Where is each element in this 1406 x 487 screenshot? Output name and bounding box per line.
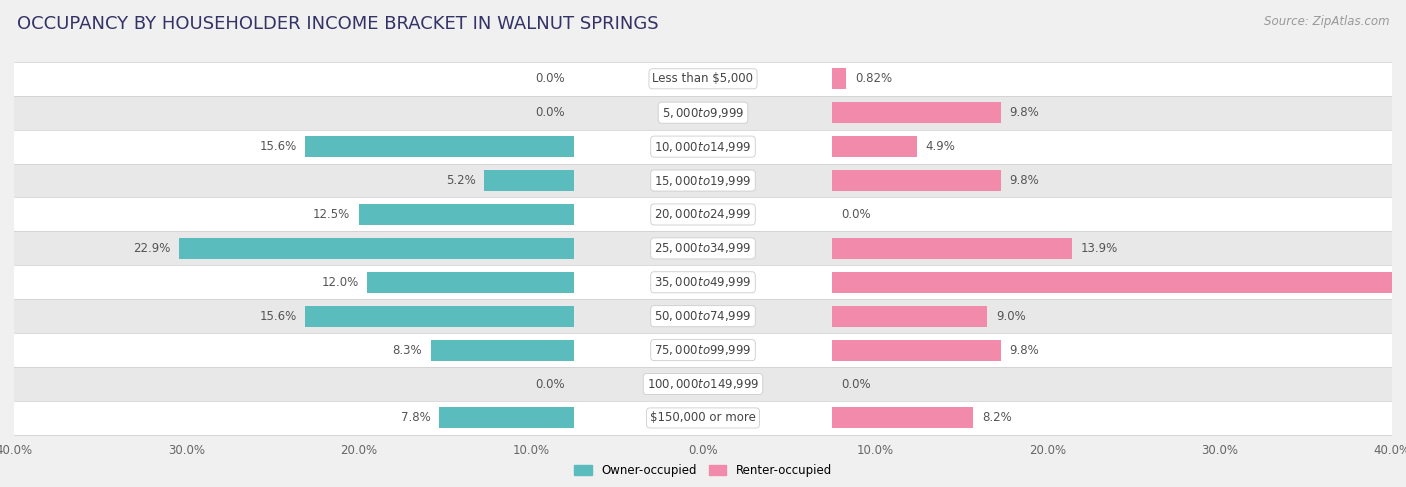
Bar [367, 272, 574, 293]
Bar [832, 339, 1001, 361]
Text: 12.5%: 12.5% [312, 208, 350, 221]
Bar [832, 170, 1001, 191]
Bar [832, 102, 1001, 123]
Bar [832, 408, 973, 429]
Bar [832, 238, 1071, 259]
Bar [832, 68, 846, 89]
Bar [14, 130, 1392, 164]
Bar [832, 136, 917, 157]
Bar [305, 306, 574, 327]
Text: 15.6%: 15.6% [259, 310, 297, 323]
Text: $50,000 to $74,999: $50,000 to $74,999 [654, 309, 752, 323]
Text: $15,000 to $19,999: $15,000 to $19,999 [654, 173, 752, 187]
Text: 5.2%: 5.2% [446, 174, 475, 187]
Bar [305, 136, 574, 157]
Bar [430, 339, 574, 361]
Text: 0.0%: 0.0% [841, 377, 870, 391]
Text: 22.9%: 22.9% [134, 242, 170, 255]
Bar [359, 204, 574, 225]
Text: 0.0%: 0.0% [536, 106, 565, 119]
Text: 15.6%: 15.6% [259, 140, 297, 153]
Bar [14, 333, 1392, 367]
Text: OCCUPANCY BY HOUSEHOLDER INCOME BRACKET IN WALNUT SPRINGS: OCCUPANCY BY HOUSEHOLDER INCOME BRACKET … [17, 15, 658, 33]
Text: 9.8%: 9.8% [1010, 174, 1039, 187]
Text: 13.9%: 13.9% [1080, 242, 1118, 255]
Bar [14, 367, 1392, 401]
Text: Source: ZipAtlas.com: Source: ZipAtlas.com [1264, 15, 1389, 28]
Text: $100,000 to $149,999: $100,000 to $149,999 [647, 377, 759, 391]
Bar [14, 62, 1392, 96]
Text: $5,000 to $9,999: $5,000 to $9,999 [662, 106, 744, 120]
Text: $10,000 to $14,999: $10,000 to $14,999 [654, 140, 752, 153]
Text: 0.82%: 0.82% [855, 72, 891, 85]
Text: 7.8%: 7.8% [401, 412, 430, 425]
Text: 12.0%: 12.0% [322, 276, 359, 289]
Bar [484, 170, 574, 191]
Bar [180, 238, 574, 259]
Text: 0.0%: 0.0% [536, 72, 565, 85]
Text: 9.8%: 9.8% [1010, 344, 1039, 356]
Bar [14, 231, 1392, 265]
Text: 9.8%: 9.8% [1010, 106, 1039, 119]
Bar [14, 265, 1392, 299]
Legend: Owner-occupied, Renter-occupied: Owner-occupied, Renter-occupied [569, 459, 837, 482]
Text: $35,000 to $49,999: $35,000 to $49,999 [654, 275, 752, 289]
Text: Less than $5,000: Less than $5,000 [652, 72, 754, 85]
Text: 4.9%: 4.9% [925, 140, 955, 153]
Bar [832, 272, 1406, 293]
Bar [14, 198, 1392, 231]
Text: $150,000 or more: $150,000 or more [650, 412, 756, 425]
Bar [14, 299, 1392, 333]
Bar [14, 164, 1392, 198]
Text: 0.0%: 0.0% [536, 377, 565, 391]
Text: 0.0%: 0.0% [841, 208, 870, 221]
Text: $20,000 to $24,999: $20,000 to $24,999 [654, 207, 752, 222]
Bar [14, 401, 1392, 435]
Text: 8.3%: 8.3% [392, 344, 422, 356]
Bar [14, 96, 1392, 130]
Text: 9.0%: 9.0% [995, 310, 1025, 323]
Bar [440, 408, 574, 429]
Text: $75,000 to $99,999: $75,000 to $99,999 [654, 343, 752, 357]
Text: $25,000 to $34,999: $25,000 to $34,999 [654, 242, 752, 255]
Text: 8.2%: 8.2% [981, 412, 1012, 425]
Bar [832, 306, 987, 327]
